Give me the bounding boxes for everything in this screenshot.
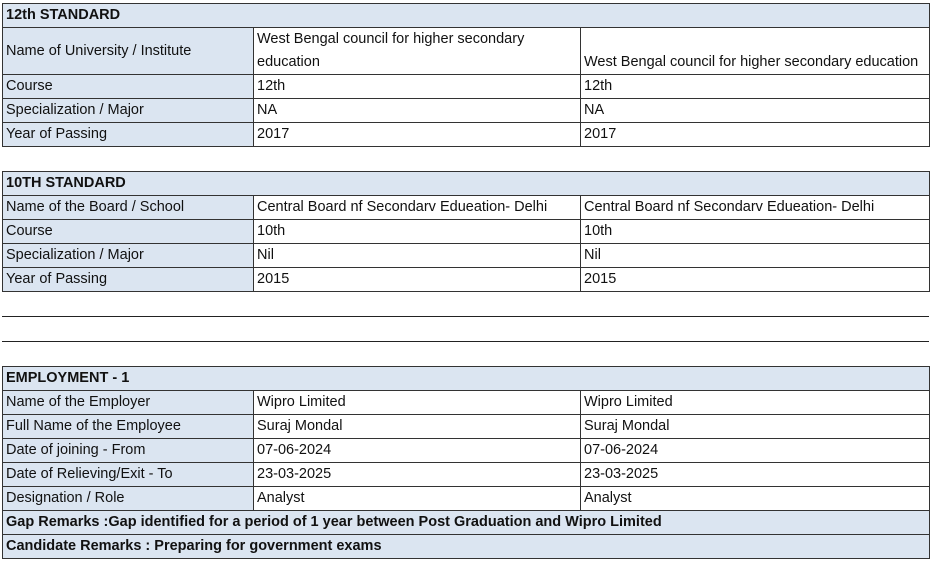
field-label: Year of Passing [2, 267, 254, 292]
field-value: Wipro Limited [580, 390, 930, 415]
field-label: Date of joining - From [2, 438, 254, 463]
field-label: Specialization / Major [2, 243, 254, 268]
field-label: Date of Relieving/Exit - To [2, 462, 254, 487]
field-label: Full Name of the Employee [2, 414, 254, 439]
row: Date of Relieving/Exit - To 23-03-2025 23-… [2, 462, 930, 487]
field-value: 2015 [579, 267, 930, 292]
row: Name of the Board / School Central Board … [2, 195, 930, 220]
field-label: Course [2, 74, 254, 99]
row: Designation / Role Analyst Analyst [2, 486, 930, 511]
row: Course 12th 12th [2, 74, 930, 99]
field-value: Nil [253, 243, 581, 268]
row: Date of joining - From 07-06-2024 07-06-20… [2, 438, 930, 463]
field-value: 2015 [253, 267, 581, 292]
field-label: Specialization / Major [2, 98, 254, 123]
field-value: West Bengal council for higher secondary… [580, 27, 930, 75]
separator [2, 316, 929, 342]
row: Name of the Employer Wipro Limited Wipro L… [2, 390, 930, 415]
row: Year of Passing 2017 2017 [2, 122, 930, 147]
remark: Gap Remarks :Gap identified for a period… [2, 510, 930, 535]
field-value: 23-03-2025 [253, 462, 581, 487]
field-label: Designation / Role [2, 486, 254, 511]
row: Specialization / Major Nil Nil [2, 243, 930, 268]
spacer [2, 147, 929, 171]
field-label: Course [2, 219, 254, 244]
field-value: Suraj Mondal [253, 414, 581, 439]
section-title: EMPLOYMENT - 1 [2, 366, 930, 391]
field-value: 07-06-2024 [580, 438, 930, 463]
remark-row: Gap Remarks :Gap identified for a period… [2, 510, 930, 535]
field-label: Year of Passing [2, 122, 254, 147]
header-row: 12th STANDARD [2, 3, 930, 28]
section-table: 12th STANDARD Name of University / Instit… [2, 3, 930, 147]
remark: Candidate Remarks : Preparing for govern… [2, 534, 930, 559]
field-value: 12th [253, 74, 581, 99]
section-title: 12th STANDARD [2, 3, 930, 28]
field-value: 07-06-2024 [253, 438, 581, 463]
document: 12th STANDARD Name of University / Instit… [1, 3, 930, 559]
row: Specialization / Major NA NA [2, 98, 930, 123]
remark-row: Candidate Remarks : Preparing for govern… [2, 534, 930, 559]
field-value: 23-03-2025 [580, 462, 930, 487]
row: Full Name of the Employee Suraj Mondal Sur… [2, 414, 930, 439]
field-value: Analyst [580, 486, 930, 511]
field-label: Name of the Board / School [2, 195, 254, 220]
row: Year of Passing 2015 2015 [2, 267, 930, 292]
header-row: EMPLOYMENT - 1 [2, 366, 930, 391]
field-value: 2017 [253, 122, 581, 147]
section-table: EMPLOYMENT - 1 Name of the Employer Wipro … [2, 366, 930, 559]
header-row: 10TH STANDARD [1, 171, 930, 196]
field-value: 12th [580, 74, 930, 99]
section-title: 10TH STANDARD [1, 171, 930, 196]
field-value: 2017 [580, 122, 930, 147]
field-value: 10th [253, 219, 581, 244]
field-value: NA [253, 98, 581, 123]
field-label: Name of the Employer [2, 390, 254, 415]
field-value: Suraj Mondal [580, 414, 930, 439]
row: Course 10th 10th [2, 219, 930, 244]
row: Name of University / Institute West Benga… [2, 27, 930, 75]
spacer [2, 342, 929, 366]
spacer [2, 292, 929, 316]
field-value: Nil [579, 243, 930, 268]
field-value: Central Board nf Secondarv Edueation- De… [579, 195, 930, 220]
field-value: NA [580, 98, 930, 123]
field-value: Analyst [253, 486, 581, 511]
field-label: Name of University / Institute [2, 27, 254, 75]
field-value: Central Board nf Secondarv Edueation- De… [253, 195, 581, 220]
section-table: 10TH STANDARD Name of the Board / School C… [1, 171, 930, 292]
field-value: 10th [579, 219, 930, 244]
field-value: West Bengal council for higher secondary… [253, 27, 581, 75]
field-value: Wipro Limited [253, 390, 581, 415]
